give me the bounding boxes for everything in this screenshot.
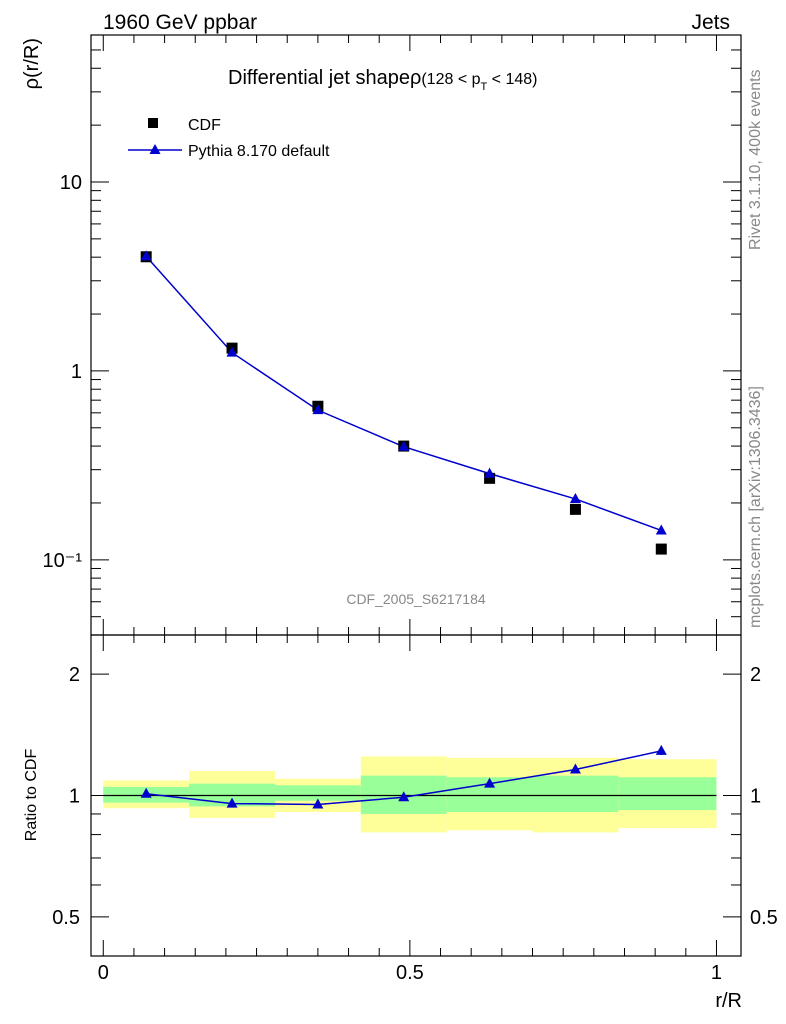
- main-title-range-end: < 148): [487, 71, 537, 88]
- side-label-rivet: Rivet 3.1.10, 400k events: [747, 69, 764, 250]
- ratio-panel-frame: [90, 634, 742, 957]
- legend-mc-label: Pythia 8.170 default: [188, 143, 330, 160]
- main-mc-point: [226, 346, 238, 357]
- ratio-ytick-label-right: 0.5: [750, 907, 778, 929]
- ratio-xtick-label: 0: [98, 962, 109, 984]
- ratio-ytick-label-right: 1: [750, 786, 761, 808]
- main-cdf-point: [484, 472, 496, 484]
- main-cdf-point: [569, 503, 581, 515]
- main-marks: [140, 250, 667, 555]
- ratio-mc-point: [398, 791, 410, 802]
- legend-mc-marker: [149, 144, 161, 154]
- header-left: 1960 GeV ppbar: [103, 11, 257, 34]
- main-ytick-label: 1: [71, 361, 82, 383]
- ratio-xtick-label: 0.5: [396, 962, 424, 984]
- ratio-ylabel: Ratio to CDF: [23, 749, 40, 842]
- main-ytick-label: 10: [60, 172, 82, 194]
- ratio-panel: 2 2 1 1 0.5 0.5 0 0.5 1 Ratio to CDF r/R: [23, 634, 778, 1012]
- main-title-text: Differential jet shapeρ: [228, 67, 421, 89]
- ratio-mc-point: [140, 787, 152, 798]
- ratio-ytick-label-left: 1: [69, 786, 80, 808]
- main-title-range: (128 < p: [421, 71, 480, 88]
- ratio-xlabel: r/R: [715, 990, 742, 1012]
- header-right: Jets: [691, 11, 730, 34]
- main-mc-point: [140, 250, 152, 261]
- main-title-sub: T: [481, 81, 488, 93]
- ratio-band-inner: [532, 775, 619, 813]
- ratio-mc-point: [226, 797, 238, 808]
- side-label-mcplots: mcplots.cern.ch [arXiv:1306.3436]: [747, 386, 764, 628]
- ratio-mc-point: [484, 777, 496, 788]
- ratio-ytick-label-right: 2: [750, 664, 761, 686]
- ratio-ytick-label-left: 2: [69, 664, 80, 686]
- main-mc-line: [145, 255, 662, 532]
- main-mc-point: [484, 467, 496, 478]
- ratio-marks: [140, 744, 667, 809]
- ratio-band-inner: [274, 785, 361, 801]
- ratio-mc-point: [569, 763, 581, 774]
- ratio-band-inner: [618, 777, 717, 811]
- ratio-mc-point: [312, 798, 324, 809]
- main-ytick-label: 10⁻¹: [43, 550, 83, 572]
- main-axis-ticks: 10 1 10⁻¹: [43, 34, 741, 636]
- main-watermark: CDF_2005_S6217184: [346, 591, 486, 607]
- ratio-bands: [103, 756, 717, 833]
- ratio-xtick-label: 1: [711, 962, 722, 984]
- main-mc-point: [569, 492, 581, 503]
- main-panel: 10 1 10⁻¹ Differential jet shapeρ(128 < pT…: [21, 34, 742, 636]
- legend: CDF Pythia 8.170 default: [128, 117, 330, 160]
- main-mc-point: [398, 440, 410, 451]
- legend-cdf-marker: [148, 118, 158, 128]
- main-mc-point: [655, 524, 667, 535]
- ratio-axis-ticks: 2 2 1 1 0.5 0.5 0 0.5 1: [52, 635, 778, 984]
- ratio-mc-point: [655, 744, 667, 755]
- ratio-ytick-label-left: 0.5: [52, 907, 80, 929]
- main-ylabel: ρ(r/R): [21, 38, 43, 89]
- main-mc-point: [312, 404, 324, 415]
- main-cdf-point: [655, 543, 667, 555]
- legend-cdf-label: CDF: [188, 117, 221, 134]
- main-title: Differential jet shapeρ(128 < pT < 148): [228, 67, 538, 93]
